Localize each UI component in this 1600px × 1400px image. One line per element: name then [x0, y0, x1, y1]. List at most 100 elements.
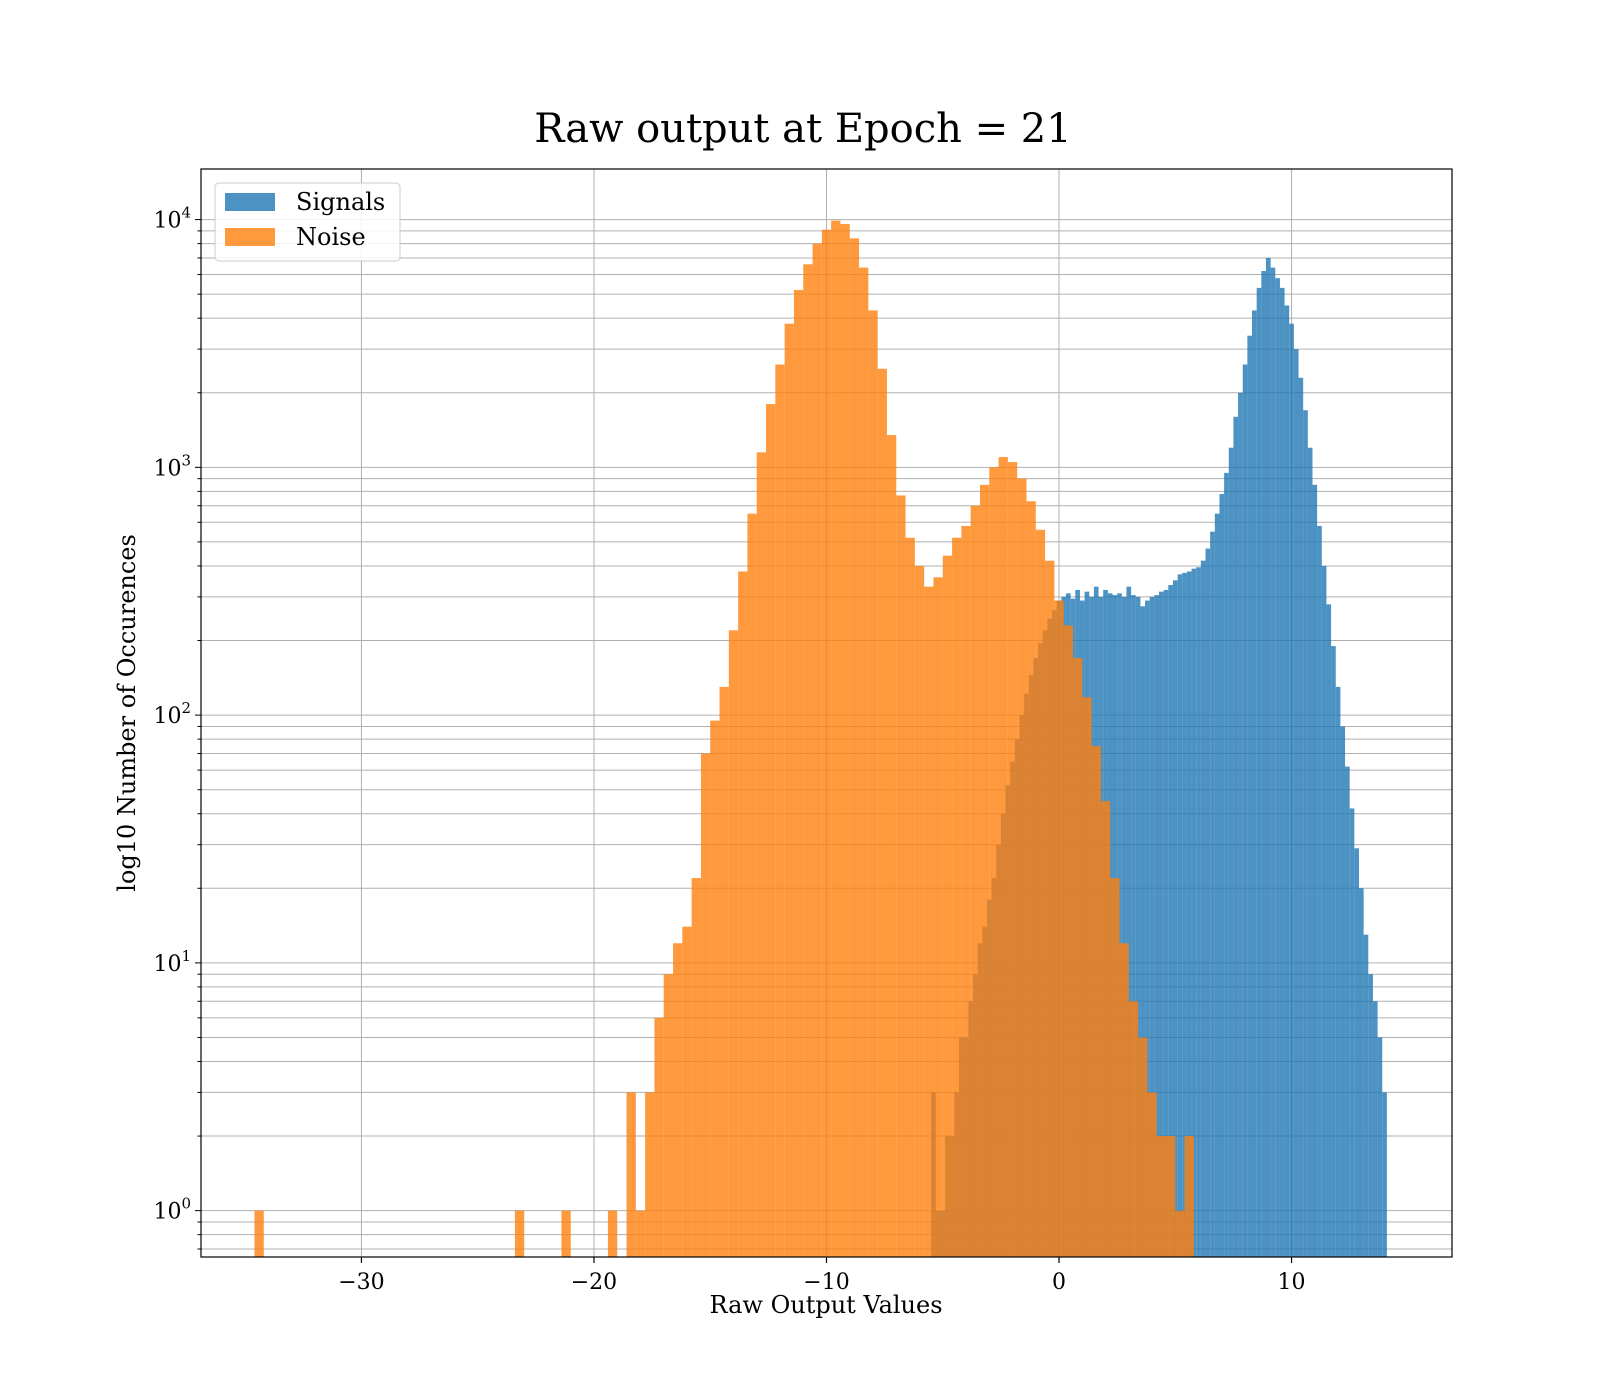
noise-bar	[1100, 801, 1111, 1257]
legend-swatch-signals	[225, 193, 275, 211]
noise-bar	[682, 926, 692, 1257]
noise-bar	[896, 495, 906, 1258]
noise-bar	[719, 686, 729, 1257]
signals-bar	[1340, 726, 1346, 1257]
noise-bar	[710, 720, 720, 1257]
x-axis-label: Raw Output Values	[709, 1291, 942, 1319]
signals-bar	[1307, 447, 1313, 1257]
noise-bar	[673, 943, 683, 1257]
signals-bar	[1326, 604, 1332, 1257]
noise-bar	[868, 310, 878, 1257]
noise-bar	[998, 457, 1008, 1257]
signals-bar	[1293, 349, 1299, 1257]
noise-bar	[775, 364, 785, 1257]
y-tick-label: 100	[153, 1195, 191, 1225]
noise-bar	[747, 513, 757, 1257]
noise-bar	[691, 878, 701, 1257]
signals-bar	[1331, 646, 1336, 1257]
noise-bar	[1054, 600, 1064, 1257]
signals-bar	[1135, 596, 1141, 1257]
noise-bar	[933, 577, 943, 1257]
signals-bar	[1275, 278, 1280, 1257]
noise-bar	[942, 555, 953, 1257]
signals-bar	[1298, 377, 1304, 1257]
signals-bar	[1159, 591, 1164, 1257]
noise-bar	[1017, 478, 1027, 1257]
signals-bar	[1224, 472, 1229, 1257]
x-tick-label: −30	[338, 1270, 384, 1295]
noise-bar	[756, 452, 767, 1257]
noise-bar	[1082, 697, 1092, 1257]
noise-bar	[626, 1092, 636, 1257]
legend-swatch-noise	[225, 228, 275, 246]
noise-bar	[1156, 1136, 1166, 1257]
noise-bar	[803, 264, 813, 1257]
noise-bar	[738, 571, 748, 1257]
signals-bar	[1210, 531, 1215, 1257]
noise-bar	[1110, 878, 1120, 1257]
signals-bar	[1349, 808, 1355, 1257]
noise-bar	[1007, 462, 1018, 1257]
signals-bar	[1270, 267, 1276, 1257]
noise-bar	[886, 435, 897, 1257]
x-tick-label: −20	[571, 1270, 617, 1295]
noise-bar	[784, 323, 794, 1257]
noise-bar	[607, 1210, 618, 1257]
signals-bar	[1182, 572, 1187, 1257]
signals-bar	[1163, 589, 1169, 1257]
signals-bar	[1312, 484, 1318, 1258]
noise-bar	[1147, 1092, 1157, 1257]
noise-bar	[905, 537, 915, 1257]
noise-bar	[766, 404, 776, 1257]
signals-bar	[1368, 974, 1373, 1257]
signals-bar	[1382, 1092, 1387, 1257]
signals-bar	[1238, 392, 1243, 1257]
noise-bar	[1026, 501, 1036, 1257]
y-axis-label: log10 Number of Occurences	[113, 534, 141, 892]
noise-bar	[1184, 1136, 1194, 1257]
noise-bar	[1072, 658, 1083, 1257]
x-tick-label: 0	[1052, 1270, 1066, 1295]
noise-bar	[1045, 560, 1055, 1257]
noise-bar	[970, 505, 980, 1257]
signals-bar	[1261, 271, 1266, 1257]
signals-bar	[1345, 766, 1350, 1257]
noise-bar	[635, 1210, 646, 1257]
noise-bar	[654, 1017, 664, 1257]
signals-bar	[1363, 934, 1369, 1257]
signals-bar	[1321, 565, 1327, 1257]
signals-bar	[1233, 416, 1239, 1257]
signals-bar	[1279, 287, 1285, 1257]
signals-bar	[1372, 1001, 1378, 1257]
series-noise	[254, 220, 1194, 1258]
noise-bar	[961, 525, 971, 1257]
signals-bar	[1154, 595, 1160, 1257]
noise-bar	[1035, 529, 1046, 1257]
noise-bar	[793, 289, 804, 1257]
signals-bar	[1145, 600, 1150, 1257]
noise-bar	[914, 565, 925, 1257]
signals-bar	[1149, 596, 1155, 1257]
signals-bar	[1289, 323, 1294, 1257]
y-tick-label: 102	[153, 699, 191, 729]
signals-bar	[1214, 513, 1220, 1257]
noise-bar	[859, 267, 869, 1257]
signals-bar	[1256, 287, 1262, 1257]
noise-bar	[1091, 746, 1101, 1257]
noise-bar	[831, 220, 841, 1257]
signals-bar	[1186, 571, 1192, 1257]
noise-bar	[1138, 1037, 1148, 1257]
signals-bar	[1284, 305, 1290, 1257]
legend: Signals Noise	[214, 182, 401, 262]
x-tick-label: −10	[803, 1270, 849, 1295]
noise-bar	[840, 223, 850, 1257]
noise-bar	[728, 630, 739, 1257]
noise-bar	[821, 229, 832, 1257]
noise-bar	[924, 586, 934, 1257]
signals-bar	[1354, 848, 1359, 1257]
noise-bar	[979, 484, 990, 1258]
legend-label-noise: Noise	[296, 223, 366, 251]
noise-bar	[514, 1210, 525, 1257]
signals-bar	[1131, 595, 1136, 1257]
